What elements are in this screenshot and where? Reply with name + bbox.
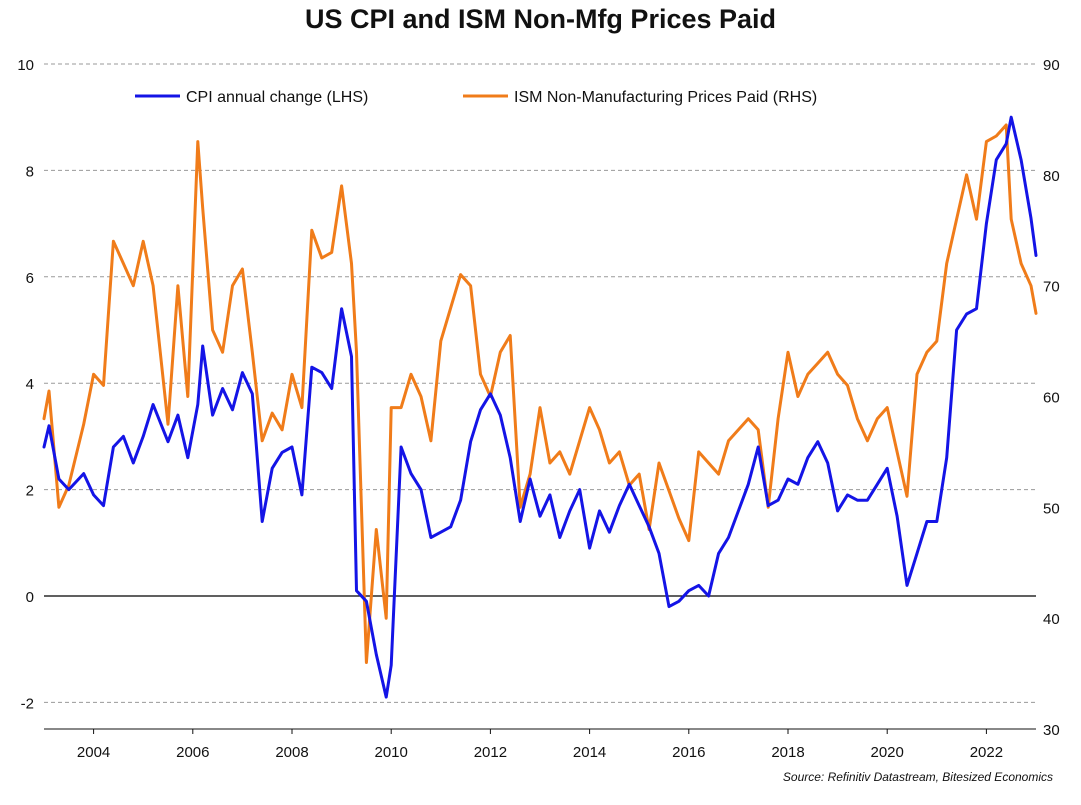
x-tick-label: 2004 <box>77 744 110 761</box>
x-tick-label: 2014 <box>573 744 606 761</box>
right-tick-label: 50 <box>1043 500 1060 517</box>
source-note: Source: Refinitiv Datastream, Bitesized … <box>782 770 1053 784</box>
left-tick-label: 6 <box>26 270 34 287</box>
x-tick-label: 2006 <box>176 744 209 761</box>
series-line-ism <box>42 123 1038 664</box>
left-tick-label: 10 <box>17 57 34 74</box>
x-tick-label: 2008 <box>275 744 308 761</box>
left-tick-label: 0 <box>26 589 34 606</box>
left-tick-label: 2 <box>26 483 34 500</box>
x-tick-label: 2018 <box>771 744 804 761</box>
x-tick-label: 2016 <box>672 744 705 761</box>
legend-label-cpi: CPI annual change (LHS) <box>186 89 368 106</box>
right-tick-label: 60 <box>1043 390 1060 407</box>
right-tick-label: 90 <box>1043 57 1060 74</box>
right-tick-label: 30 <box>1043 722 1060 739</box>
chart-title: US CPI and ISM Non-Mfg Prices Paid <box>304 4 777 34</box>
series-line-cpi <box>42 115 1038 699</box>
x-tick-label: 2010 <box>375 744 408 761</box>
axes: -2 0 2 4 6 8 10 30 40 50 60 70 80 90 2004 2006 2008 2010 2… <box>17 57 1059 761</box>
left-tick-label: -2 <box>21 695 34 712</box>
right-tick-label: 80 <box>1043 168 1060 185</box>
x-tick-label: 2020 <box>871 744 904 761</box>
legend-label-ism: ISM Non-Manufacturing Prices Paid (RHS) <box>514 89 817 106</box>
left-tick-label: 8 <box>26 163 34 180</box>
x-tick-label: 2022 <box>970 744 1003 761</box>
grid-lines <box>44 63 1036 703</box>
right-tick-label: 40 <box>1043 611 1060 628</box>
legend: CPI annual change (LHS) ISM Non-Manufactu… <box>135 89 817 106</box>
x-tick-label: 2012 <box>474 744 507 761</box>
left-tick-label: 4 <box>26 376 34 393</box>
series-lines <box>42 115 1038 699</box>
right-tick-label: 70 <box>1043 279 1060 296</box>
